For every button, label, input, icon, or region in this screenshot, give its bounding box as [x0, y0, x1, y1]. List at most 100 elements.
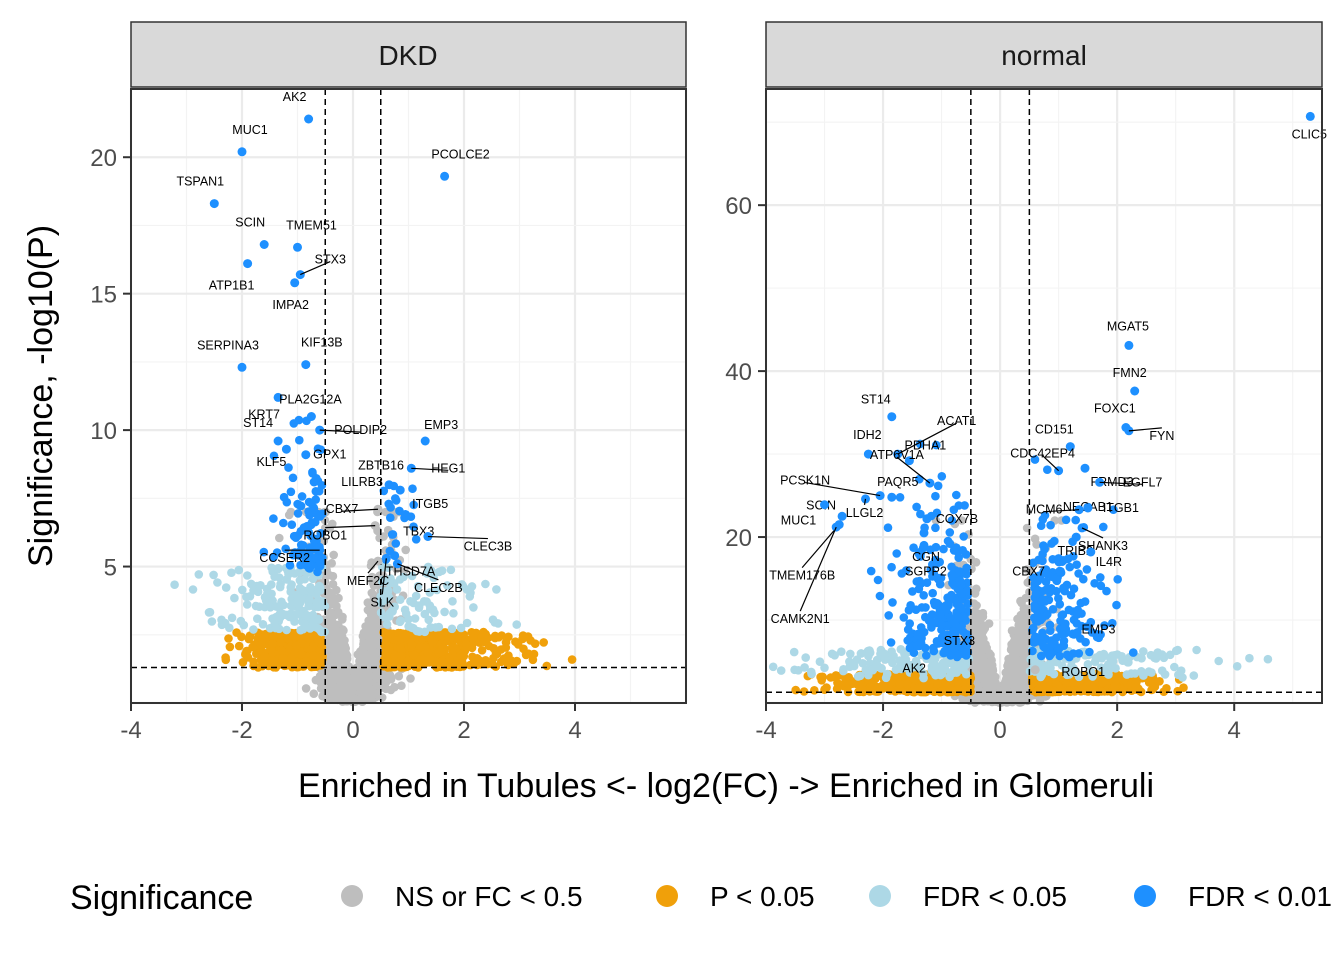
background-point — [1013, 614, 1022, 624]
background-point — [301, 657, 311, 666]
gene-point-serpina3 — [237, 362, 247, 372]
background-point — [448, 597, 457, 606]
background-point — [1007, 626, 1017, 635]
gene-label-heg1: HEG1 — [431, 461, 465, 475]
background-point — [339, 626, 348, 635]
background-point — [483, 633, 493, 643]
background-point — [465, 592, 475, 601]
background-point — [451, 661, 461, 670]
background-point — [292, 590, 302, 600]
background-point — [428, 638, 438, 647]
gene-label-st14: ST14 — [243, 416, 273, 430]
background-point — [207, 617, 217, 626]
background-point — [419, 597, 429, 606]
background-point — [386, 629, 395, 638]
background-point — [221, 655, 231, 665]
background-point — [437, 647, 446, 657]
background-point — [292, 598, 301, 607]
background-point — [459, 651, 469, 661]
background-point — [251, 601, 261, 611]
background-point — [315, 512, 325, 521]
background-point — [978, 694, 987, 703]
gene-label-pcolce2: PCOLCE2 — [431, 147, 489, 161]
background-point — [425, 654, 435, 663]
background-point — [293, 509, 303, 518]
background-point — [221, 583, 231, 592]
gene-point-pcolce2 — [440, 171, 450, 181]
background-point — [282, 610, 291, 620]
background-point — [462, 639, 471, 649]
background-point — [440, 607, 449, 617]
background-point — [408, 484, 417, 494]
gene-label-kif13b: KIF13B — [301, 336, 343, 350]
background-point — [539, 638, 548, 647]
background-point — [313, 635, 323, 644]
background-point — [227, 613, 237, 623]
background-point — [230, 593, 239, 603]
background-point — [492, 585, 501, 594]
gene-label-clec2b: CLEC2B — [414, 581, 463, 595]
background-point — [406, 674, 415, 683]
background-point — [391, 496, 401, 505]
background-point — [489, 653, 498, 663]
background-point — [971, 621, 980, 631]
y-tick-label: 20 — [90, 145, 117, 172]
background-point — [334, 593, 343, 603]
background-point — [328, 579, 338, 589]
background-point — [445, 653, 454, 663]
background-point — [791, 685, 800, 695]
background-point — [437, 657, 447, 666]
background-point — [282, 497, 292, 507]
strip-label-dkd: DKD — [378, 40, 437, 71]
gene-point-pla2g12a — [306, 412, 316, 421]
background-point — [380, 674, 389, 684]
background-point — [542, 661, 552, 671]
strip-label-normal: normal — [1001, 40, 1087, 71]
background-point — [284, 570, 293, 579]
gene-label-scin: SCIN — [235, 216, 265, 230]
background-point — [316, 677, 325, 687]
background-point — [260, 652, 269, 661]
background-point — [314, 615, 324, 624]
background-point — [329, 550, 339, 560]
background-point — [331, 684, 341, 693]
background-point — [357, 668, 366, 677]
background-point — [238, 658, 248, 667]
background-point — [194, 570, 204, 579]
gene-label-gpx1: GPX1 — [313, 448, 346, 462]
background-point — [286, 507, 296, 517]
gene-point-ak2 — [304, 114, 314, 124]
gene-label-slk: SLK — [370, 595, 394, 609]
background-point — [990, 681, 1000, 690]
background-point — [328, 674, 338, 684]
gene-point-emp3 — [420, 436, 430, 446]
background-point — [275, 533, 284, 543]
gene-label-stx3: STX3 — [315, 253, 346, 267]
background-point — [468, 633, 478, 643]
background-point — [286, 487, 296, 497]
background-point — [248, 642, 257, 652]
background-point — [339, 664, 349, 674]
panel-normal: normal CLIC5MGAT5FMN2FOXC1FYNST14ACAT1ID… — [725, 21, 1327, 744]
background-point — [296, 501, 306, 511]
gene-point-atp1b1 — [243, 259, 253, 269]
background-point — [501, 638, 511, 647]
background-point — [452, 634, 462, 644]
gene-point-itgb5 — [395, 485, 405, 495]
background-point — [362, 661, 372, 670]
gene-label-lilrb3: LILRB3 — [341, 475, 383, 489]
background-point — [385, 609, 395, 618]
background-point — [232, 628, 241, 637]
background-point — [504, 651, 513, 660]
background-point — [295, 435, 304, 445]
gene-point-impa2 — [290, 278, 300, 288]
background-point — [252, 614, 262, 623]
background-point — [188, 585, 198, 594]
gene-label-tmem51: TMEM51 — [286, 218, 337, 232]
background-point — [308, 469, 317, 478]
background-point — [359, 644, 369, 653]
background-point — [246, 579, 256, 589]
background-point — [332, 640, 341, 650]
